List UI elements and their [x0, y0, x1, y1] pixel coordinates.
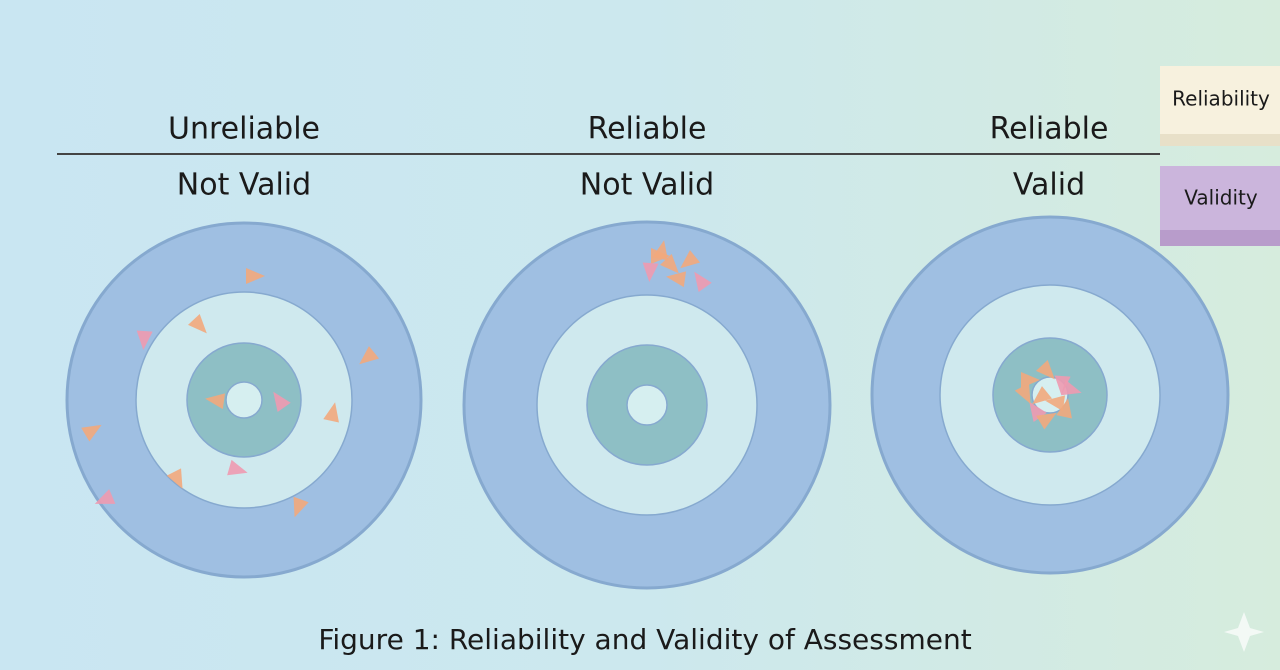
arrow-hit	[652, 240, 668, 261]
arrow-hit	[188, 313, 207, 334]
legend: Reliability Validity	[1160, 66, 1280, 246]
arrow-hit	[227, 459, 248, 476]
validity-label: Not Valid	[580, 168, 714, 203]
reliability-label: Reliable	[588, 112, 707, 147]
target-ring	[225, 381, 263, 419]
arrow-hit	[359, 346, 380, 365]
arrow-hit	[246, 268, 265, 284]
arrow-hit	[1029, 401, 1047, 422]
legend-box	[1160, 166, 1280, 230]
legend-box	[1160, 66, 1280, 134]
arrow-hit	[94, 489, 116, 504]
target-ring	[626, 384, 668, 426]
arrow-hit	[323, 402, 339, 423]
arrow-hit	[1036, 412, 1057, 430]
targets: Unreliable Not Valid Reliable Not Valid Reli…	[65, 112, 1230, 590]
reliability-label: Reliable	[990, 112, 1109, 147]
arrow-hit	[680, 250, 701, 269]
arrow-hit	[136, 330, 153, 350]
arrow-hit	[293, 496, 309, 518]
legend-label: Validity	[1184, 186, 1258, 210]
arrow-hit	[166, 468, 183, 489]
arrow-hit	[660, 253, 679, 274]
arrow-hit	[1021, 372, 1040, 388]
arrow-hit	[1014, 383, 1031, 404]
validity-label: Valid	[1013, 168, 1085, 203]
arrow-hit	[666, 271, 687, 288]
arrow-hit	[1061, 379, 1082, 396]
reliability-label: Unreliable	[168, 112, 320, 147]
arrow-hit	[205, 393, 226, 410]
arrow-hit	[694, 271, 712, 292]
arrow-hit	[81, 424, 102, 442]
legend-label: Reliability	[1172, 87, 1270, 111]
arrow-hit	[1036, 359, 1055, 380]
validity-label: Not Valid	[177, 168, 311, 203]
sparkle-icon	[1224, 612, 1264, 652]
arrow-hit	[1045, 395, 1066, 412]
arrow-hit	[273, 391, 291, 412]
arrow-hit	[642, 262, 659, 282]
arrow-hit	[1056, 398, 1072, 419]
caption: Figure 1: Reliability and Validity of As…	[318, 623, 971, 656]
arrow-hit	[1054, 375, 1071, 395]
arrow-hit	[1032, 386, 1053, 405]
